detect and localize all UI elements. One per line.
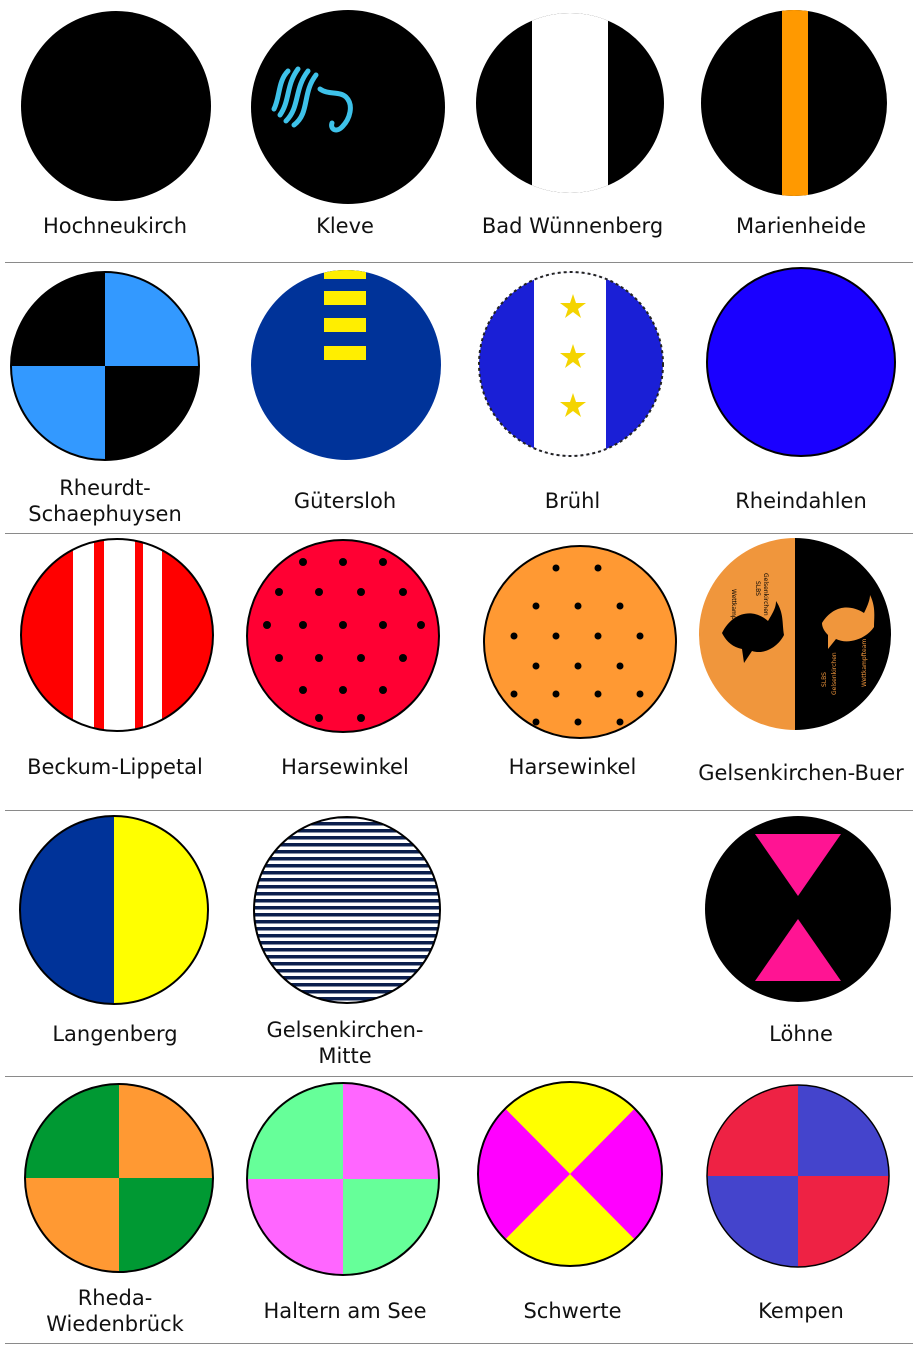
cap-label: Gelsenkirchen-Buer xyxy=(698,761,904,785)
cap-cell-hochneukirch: Hochneukirch xyxy=(0,0,230,262)
cap-cell-beckum-lippetal: Beckum-Lippetal xyxy=(0,534,230,810)
logo-text: Wettkampfteam xyxy=(730,589,737,637)
cap-label: Rheurdt- Schaephuysen xyxy=(28,476,182,526)
logo-text: Gelsenkirchen xyxy=(762,573,769,616)
cap-cell-guetersloh: Gütersloh xyxy=(230,263,460,533)
cap-kleve xyxy=(251,10,445,204)
cap-kempen xyxy=(706,1084,890,1268)
cap-beckum-lippetal xyxy=(20,538,214,732)
cap-loehne xyxy=(705,816,891,1002)
cap-cell-loehne: Löhne xyxy=(685,811,917,1076)
logo-text: SLBS xyxy=(821,672,828,687)
star-icon xyxy=(560,294,586,417)
row-divider xyxy=(5,262,913,263)
cap-cell-rheurdt: Rheurdt- Schaephuysen xyxy=(0,263,210,533)
cap-rheurdt-schaephuysen xyxy=(10,271,200,461)
cap-cell-haltern-am-see: Haltern am See xyxy=(230,1077,460,1343)
cap-rheda-wiedenbrueck xyxy=(24,1083,214,1273)
cap-label: Brühl xyxy=(544,489,601,513)
logo-text: Wettkampfteam xyxy=(861,639,868,687)
cap-cell-langenberg: Langenberg xyxy=(0,811,230,1076)
cap-guetersloh xyxy=(251,270,441,460)
logo-text: Gelsenkirchen xyxy=(831,652,838,695)
cap-cell-schwerte: Schwerte xyxy=(460,1077,685,1343)
cap-cell-kempen: Kempen xyxy=(685,1077,917,1343)
cap-haltern-am-see xyxy=(246,1082,440,1276)
cap-label: Haltern am See xyxy=(263,1299,427,1323)
cap-cell-marienheide: Marienheide xyxy=(685,0,917,262)
cap-label: Löhne xyxy=(769,1022,833,1046)
cap-bruehl xyxy=(478,271,664,457)
cap-label: Rheindahlen xyxy=(735,489,867,513)
cap-cell-gelsenkirchen-mitte: Gelsenkirchen- Mitte xyxy=(230,811,460,1076)
cap-label: Gelsenkirchen- Mitte xyxy=(266,1018,424,1068)
row-divider xyxy=(5,1343,913,1344)
cap-cell-rheindahlen: Rheindahlen xyxy=(685,263,917,533)
cap-harsewinkel-red xyxy=(246,539,440,733)
wave-icon xyxy=(271,66,353,133)
dot-pattern xyxy=(510,564,644,726)
cap-hochneukirch xyxy=(21,11,211,201)
cap-bad-wuennenberg xyxy=(476,13,664,193)
cap-label: Beckum-Lippetal xyxy=(27,755,203,779)
row-divider xyxy=(5,533,913,534)
cap-label: Harsewinkel xyxy=(508,755,637,779)
row-divider xyxy=(5,1076,913,1077)
cap-cell-bad-wuennenberg: Bad Wünnenberg xyxy=(460,0,685,262)
cap-schwerte xyxy=(477,1081,663,1267)
cap-label: Bad Wünnenberg xyxy=(481,214,664,238)
row-divider xyxy=(5,810,913,811)
cap-label: Kleve xyxy=(316,214,374,238)
cap-label: Marienheide xyxy=(736,214,866,238)
cap-cell-bruehl: Brühl xyxy=(460,263,685,533)
shark-icon xyxy=(722,595,875,663)
cap-langenberg xyxy=(19,815,209,1005)
cap-cell-gelsenkirchen-buer: SLBS Gelsenkirchen Wettkampfteam SLBS Ge… xyxy=(685,534,917,810)
cap-cell-rheda-wiedenbrueck: Rheda- Wiedenbrück xyxy=(0,1077,230,1343)
cap-gelsenkirchen-buer: SLBS Gelsenkirchen Wettkampfteam SLBS Ge… xyxy=(699,538,891,730)
cap-cell-kleve: Kleve xyxy=(230,0,460,262)
cap-label: Langenberg xyxy=(52,1022,178,1046)
cap-label: Harsewinkel xyxy=(281,755,409,779)
cap-label: Kempen xyxy=(758,1299,844,1323)
cap-cell-harsewinkel-red: Harsewinkel xyxy=(230,534,460,810)
logo-text: SLBS xyxy=(754,581,761,596)
cap-label: Rheda- Wiedenbrück xyxy=(46,1286,184,1336)
dot-pattern xyxy=(263,558,425,722)
cap-marienheide xyxy=(701,10,887,196)
cap-rheindahlen xyxy=(706,267,896,457)
cap-gelsenkirchen-mitte xyxy=(253,816,441,1004)
cap-cell-harsewinkel-orange: Harsewinkel xyxy=(460,534,685,810)
cap-harsewinkel-orange xyxy=(483,545,677,739)
cap-label: Schwerte xyxy=(523,1299,622,1323)
cap-label: Gütersloh xyxy=(293,489,397,513)
cap-label: Hochneukirch xyxy=(42,214,188,238)
